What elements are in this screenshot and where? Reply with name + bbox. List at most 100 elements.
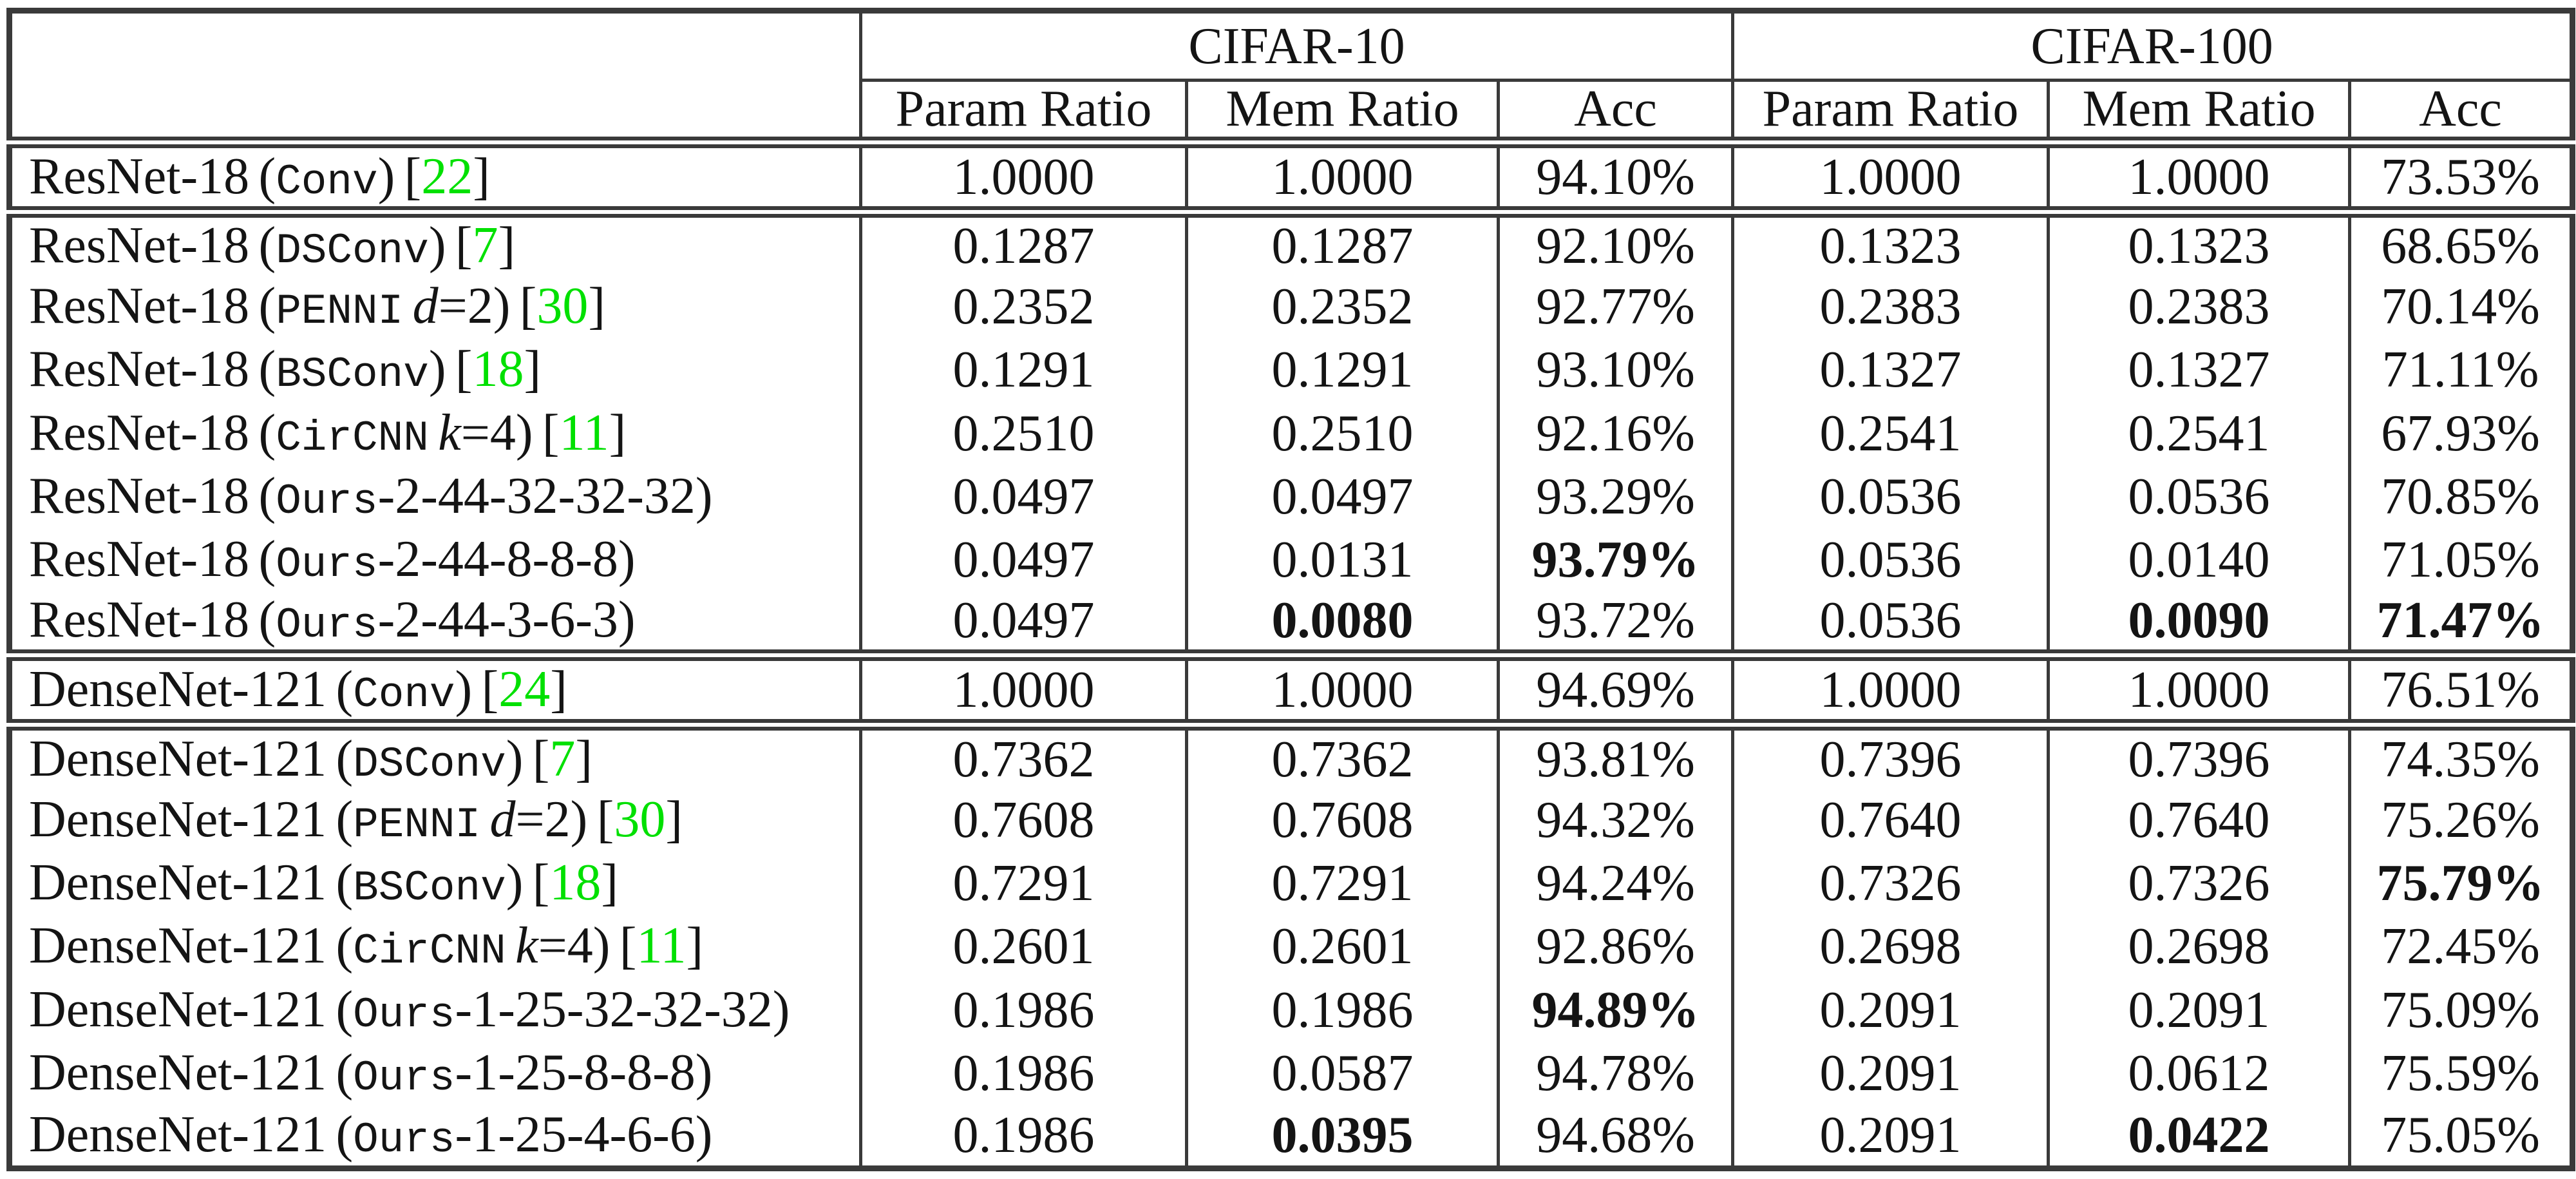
citation-number: 18 (549, 854, 601, 911)
model-name-cell: ResNet-18 (Conv) [22] (8, 136, 862, 212)
model-family: DenseNet-121 (29, 1106, 327, 1164)
cifar100-param-ratio-cell: 0.7396 (1731, 718, 2050, 789)
citation-bracket-open: [ (404, 148, 422, 205)
paren-close: ) (493, 278, 511, 335)
cifar100-param-ratio-cell: 0.2383 (1731, 274, 2050, 339)
model-name-cell: DenseNet-121 (Ours-1-25-8-8-8) (8, 1041, 862, 1106)
cifar100-mem-ratio-cell: 0.0612 (2047, 1041, 2352, 1106)
cifar100-mem-ratio-cell: 0.1323 (2047, 206, 2352, 275)
paren-open: ( (336, 917, 354, 975)
cifar10-param-ratio-cell: 0.1986 (859, 978, 1188, 1042)
model-family: ResNet-18 (29, 591, 250, 649)
cifar10-mem-ratio-cell: 0.0497 (1185, 465, 1500, 529)
table-row: DenseNet-121 (CirCNN k=4) [11] 0.2601 0.2601 9… (8, 915, 2575, 979)
cifar100-acc-cell: 75.79% (2348, 851, 2575, 915)
cifar100-acc-cell: 75.05% (2348, 1105, 2575, 1169)
model-family: DenseNet-121 (29, 917, 327, 975)
paren-close: ) (515, 404, 533, 461)
citation-bracket-close: ] (609, 404, 627, 461)
cifar100-acc-cell: 73.53% (2348, 136, 2575, 212)
citation-bracket-open: [ (532, 730, 550, 787)
cifar100-mem-ratio-cell: 0.0536 (2047, 465, 2352, 529)
model-name-cell: DenseNet-121 (DSConv) [7] (8, 718, 862, 789)
method-name: Conv (276, 157, 378, 206)
method-name: DSConv (353, 740, 506, 789)
method-name: Ours (353, 1116, 455, 1165)
cifar100-acc-cell: 75.09% (2348, 978, 2575, 1042)
cifar10-acc-cell: 92.77% (1496, 274, 1735, 339)
cifar10-acc-cell: 92.16% (1496, 401, 1735, 465)
cifar100-acc-cell: 75.59% (2348, 1041, 2575, 1106)
citation-number: 22 (421, 148, 473, 205)
table-header: CIFAR-10 CIFAR-100 Param Ratio Mem Ratio… (8, 10, 2575, 142)
paren-close: ) (695, 1106, 713, 1164)
method-config: =2 (438, 278, 493, 335)
cifar100-param-ratio-cell: 1.0000 (1731, 649, 2050, 725)
method-config: -2-44-8-8-8 (377, 531, 618, 588)
method-name: Ours (353, 1053, 455, 1102)
model-family: ResNet-18 (29, 468, 250, 525)
results-table: CIFAR-10 CIFAR-100 Param Ratio Mem Ratio… (6, 8, 2576, 1171)
cifar10-param-ratio-cell: 1.0000 (859, 649, 1188, 725)
cifar100-acc-cell: 76.51% (2348, 649, 2575, 725)
table-row: DenseNet-121 (DSConv) [7] 0.7362 0.7362 93.81… (8, 718, 2575, 789)
citation-bracket-open: [ (532, 854, 550, 911)
cifar100-acc-cell: 71.11% (2348, 338, 2575, 402)
col-header-param-ratio: Param Ratio (1731, 80, 2050, 142)
cifar10-param-ratio-cell: 0.0497 (859, 591, 1188, 655)
citation-bracket-close: ] (498, 217, 516, 274)
citation-bracket-close: ] (550, 661, 567, 718)
method-name: DSConv (276, 227, 429, 275)
paren-close: ) (428, 217, 446, 274)
citation-bracket-open: [ (596, 791, 614, 848)
cifar10-param-ratio-cell: 0.1291 (859, 338, 1188, 402)
column-group-cifar10: CIFAR-10 (858, 10, 1735, 82)
cifar100-acc-cell: 74.35% (2348, 718, 2575, 789)
model-name-cell: DenseNet-121 (BSConv) [18] (8, 851, 862, 915)
method-variable: k (438, 404, 461, 461)
method-config: =4 (460, 404, 516, 461)
cifar10-mem-ratio-cell: 0.0395 (1185, 1105, 1500, 1169)
paren-open: ( (336, 1106, 354, 1164)
cifar100-mem-ratio-cell: 1.0000 (2047, 649, 2352, 725)
paren-close: ) (506, 730, 524, 787)
method-name: PENNI (353, 800, 481, 849)
citation-number: 18 (472, 341, 524, 398)
paren-open: ( (336, 791, 354, 848)
cifar10-mem-ratio-cell: 0.2601 (1185, 915, 1500, 979)
cifar10-param-ratio-cell: 0.2510 (859, 401, 1188, 465)
cifar100-acc-cell: 70.14% (2348, 274, 2575, 339)
citation-number: 11 (559, 404, 609, 461)
citation-number: 30 (536, 278, 589, 335)
method-name: CirCNN (353, 927, 506, 976)
table-row: ResNet-18 (Ours-2-44-8-8-8) 0.0497 0.0131 93… (8, 528, 2575, 592)
col-header-acc: Acc (2348, 80, 2575, 142)
model-name-cell: DenseNet-121 (PENNI d=2) [30] (8, 788, 862, 852)
method-name: CirCNN (276, 414, 429, 463)
cifar10-acc-cell: 93.81% (1496, 718, 1735, 789)
model-name-cell: ResNet-18 (DSConv) [7] (8, 206, 862, 275)
cifar10-acc-cell: 94.24% (1496, 851, 1735, 915)
cifar10-param-ratio-cell: 1.0000 (859, 136, 1188, 212)
cifar100-acc-cell: 68.65% (2348, 206, 2575, 275)
cifar100-acc-cell: 71.47% (2348, 591, 2575, 655)
col-header-mem-ratio: Mem Ratio (1185, 80, 1500, 142)
method-name: Ours (276, 601, 378, 650)
table-row: ResNet-18 (PENNI d=2) [30] 0.2352 0.2352 92.77… (8, 274, 2575, 339)
table-row: ResNet-18 (BSConv) [18] 0.1291 0.1291 93.10% 0… (8, 338, 2575, 402)
cifar100-mem-ratio-cell: 0.0140 (2047, 528, 2352, 592)
cifar100-param-ratio-cell: 0.1327 (1731, 338, 2050, 402)
cifar100-mem-ratio-cell: 0.2698 (2047, 915, 2352, 979)
cifar100-acc-cell: 72.45% (2348, 915, 2575, 979)
cifar10-mem-ratio-cell: 0.2352 (1185, 274, 1500, 339)
model-name-cell: ResNet-18 (Ours-2-44-8-8-8) (8, 528, 862, 592)
column-group-cifar100: CIFAR-100 (1731, 10, 2575, 82)
cifar10-acc-cell: 92.10% (1496, 206, 1735, 275)
model-family: DenseNet-121 (29, 1044, 327, 1101)
cifar100-param-ratio-cell: 0.7640 (1731, 788, 2050, 852)
cifar10-mem-ratio-cell: 0.7362 (1185, 718, 1500, 789)
cifar100-param-ratio-cell: 0.0536 (1731, 591, 2050, 655)
cifar10-acc-cell: 93.29% (1496, 465, 1735, 529)
cifar10-param-ratio-cell: 0.7291 (859, 851, 1188, 915)
